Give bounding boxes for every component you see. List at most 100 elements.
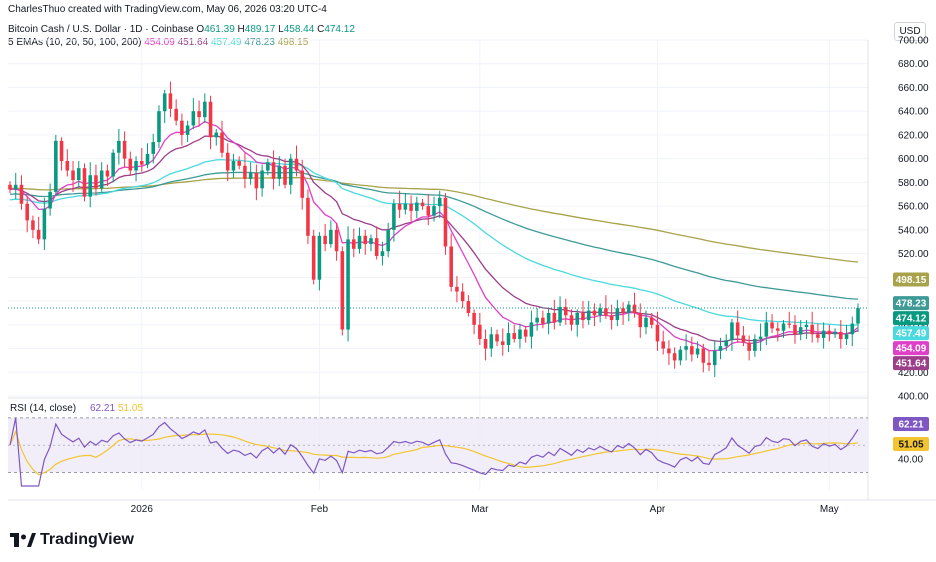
symbol-line: Bitcoin Cash / U.S. Dollar · 1D · Coinba… (8, 24, 355, 35)
rsi-scale-label: 40.00 (898, 454, 923, 465)
price-tag (893, 356, 929, 371)
candle-body (500, 341, 505, 345)
candle-body (644, 317, 648, 328)
candle-body (512, 333, 516, 340)
rsi-ma-legend-value: 51.05 (118, 403, 143, 414)
candle-body (638, 312, 643, 328)
candle-body (833, 331, 837, 335)
candle-body (82, 168, 87, 197)
ohlc-value: 474.12 (324, 24, 355, 35)
candle-body (111, 152, 115, 177)
candle-body (288, 158, 293, 185)
candle-body (684, 346, 688, 350)
candle-body (707, 362, 711, 366)
ema-value: 498.15 (274, 37, 309, 48)
tradingview-brand: TradingView (10, 531, 134, 549)
candle-body (271, 162, 276, 179)
currency-button[interactable]: USD (894, 22, 926, 41)
candle-body (374, 238, 379, 256)
ohlc-label: C (314, 24, 325, 35)
candle-body (8, 184, 12, 190)
candle-body (220, 132, 224, 153)
candle-body (397, 203, 402, 210)
candle-body (363, 235, 368, 245)
candle-body (237, 161, 241, 166)
candle-body (793, 324, 797, 335)
candle-body (306, 197, 310, 236)
candle-body (134, 161, 138, 171)
candle-body (816, 334, 820, 338)
price-tag (893, 311, 929, 326)
price-tick-label: 660.00 (898, 83, 929, 94)
candle-body (13, 184, 18, 190)
candle-body (592, 310, 597, 316)
candle-body (426, 206, 431, 216)
rsi-legend-value: 62.21 (90, 403, 115, 414)
candle-body (36, 229, 41, 240)
candle-body (334, 229, 339, 252)
ema-values: 454.09 451.64 457.49 478.23 498.15 (144, 37, 308, 48)
candle-body (827, 330, 832, 335)
candle-body (266, 162, 270, 171)
candle-body (260, 170, 264, 189)
candle-body (174, 108, 178, 121)
candle-body (157, 111, 161, 143)
candle-body (31, 220, 35, 230)
price-tick-label: 680.00 (898, 59, 929, 70)
price-tag (893, 341, 929, 356)
candle-body (283, 165, 287, 185)
candle-body (254, 172, 259, 189)
ohlc-value: 458.44 (283, 24, 315, 35)
price-tag-label: 498.15 (896, 275, 927, 286)
candle-body (357, 235, 362, 249)
candle-body (294, 158, 299, 171)
price-tag-label: 474.12 (896, 314, 927, 325)
candle-body (225, 152, 230, 171)
price-tick-label: 520.00 (898, 249, 929, 260)
candle-body (472, 312, 476, 325)
candle-body (71, 170, 75, 181)
price-tick-label: 560.00 (898, 202, 929, 213)
candle-body (415, 202, 419, 211)
rsi-tag-label: 62.21 (898, 420, 923, 431)
candle-body (718, 346, 723, 351)
candle-body (804, 324, 809, 328)
ema-label: 5 EMAs (10, 20, 50, 100, 200) (8, 37, 142, 48)
candle-body (781, 323, 786, 331)
candle-body (552, 312, 557, 323)
candle-body (787, 323, 792, 325)
candle-body (844, 334, 849, 340)
candle-body (117, 140, 121, 153)
candle-body (627, 304, 631, 313)
price-tick-label: 620.00 (898, 130, 929, 141)
candle-body (214, 132, 219, 138)
candle-body (88, 175, 92, 197)
time-tick-label: May (820, 504, 839, 515)
ema-value: 454.09 (144, 37, 175, 48)
price-tick-label: 400.00 (898, 392, 929, 403)
candle-body (735, 322, 740, 336)
candle-body (529, 322, 534, 337)
price-tick-label: 540.00 (898, 225, 929, 236)
candle-body (369, 238, 373, 245)
candle-body (392, 203, 396, 230)
candle-body (541, 317, 545, 324)
candle-body (105, 170, 110, 177)
candle-body (839, 331, 843, 340)
candle-body (248, 172, 253, 179)
candle-body (162, 93, 167, 112)
candle-body (352, 239, 356, 249)
candle-body (518, 329, 522, 340)
rsi-ma-tag (893, 437, 929, 451)
candle-body (730, 322, 734, 341)
ema-100-line (9, 171, 859, 300)
candle-body (466, 301, 471, 313)
candle-body (581, 312, 585, 321)
ema-value: 451.64 (174, 37, 209, 48)
candle-body (546, 312, 551, 324)
time-tick-label: Feb (311, 504, 329, 515)
candle-body (609, 315, 614, 321)
price-tag (893, 326, 929, 341)
price-tick-label: 420.00 (898, 368, 929, 379)
